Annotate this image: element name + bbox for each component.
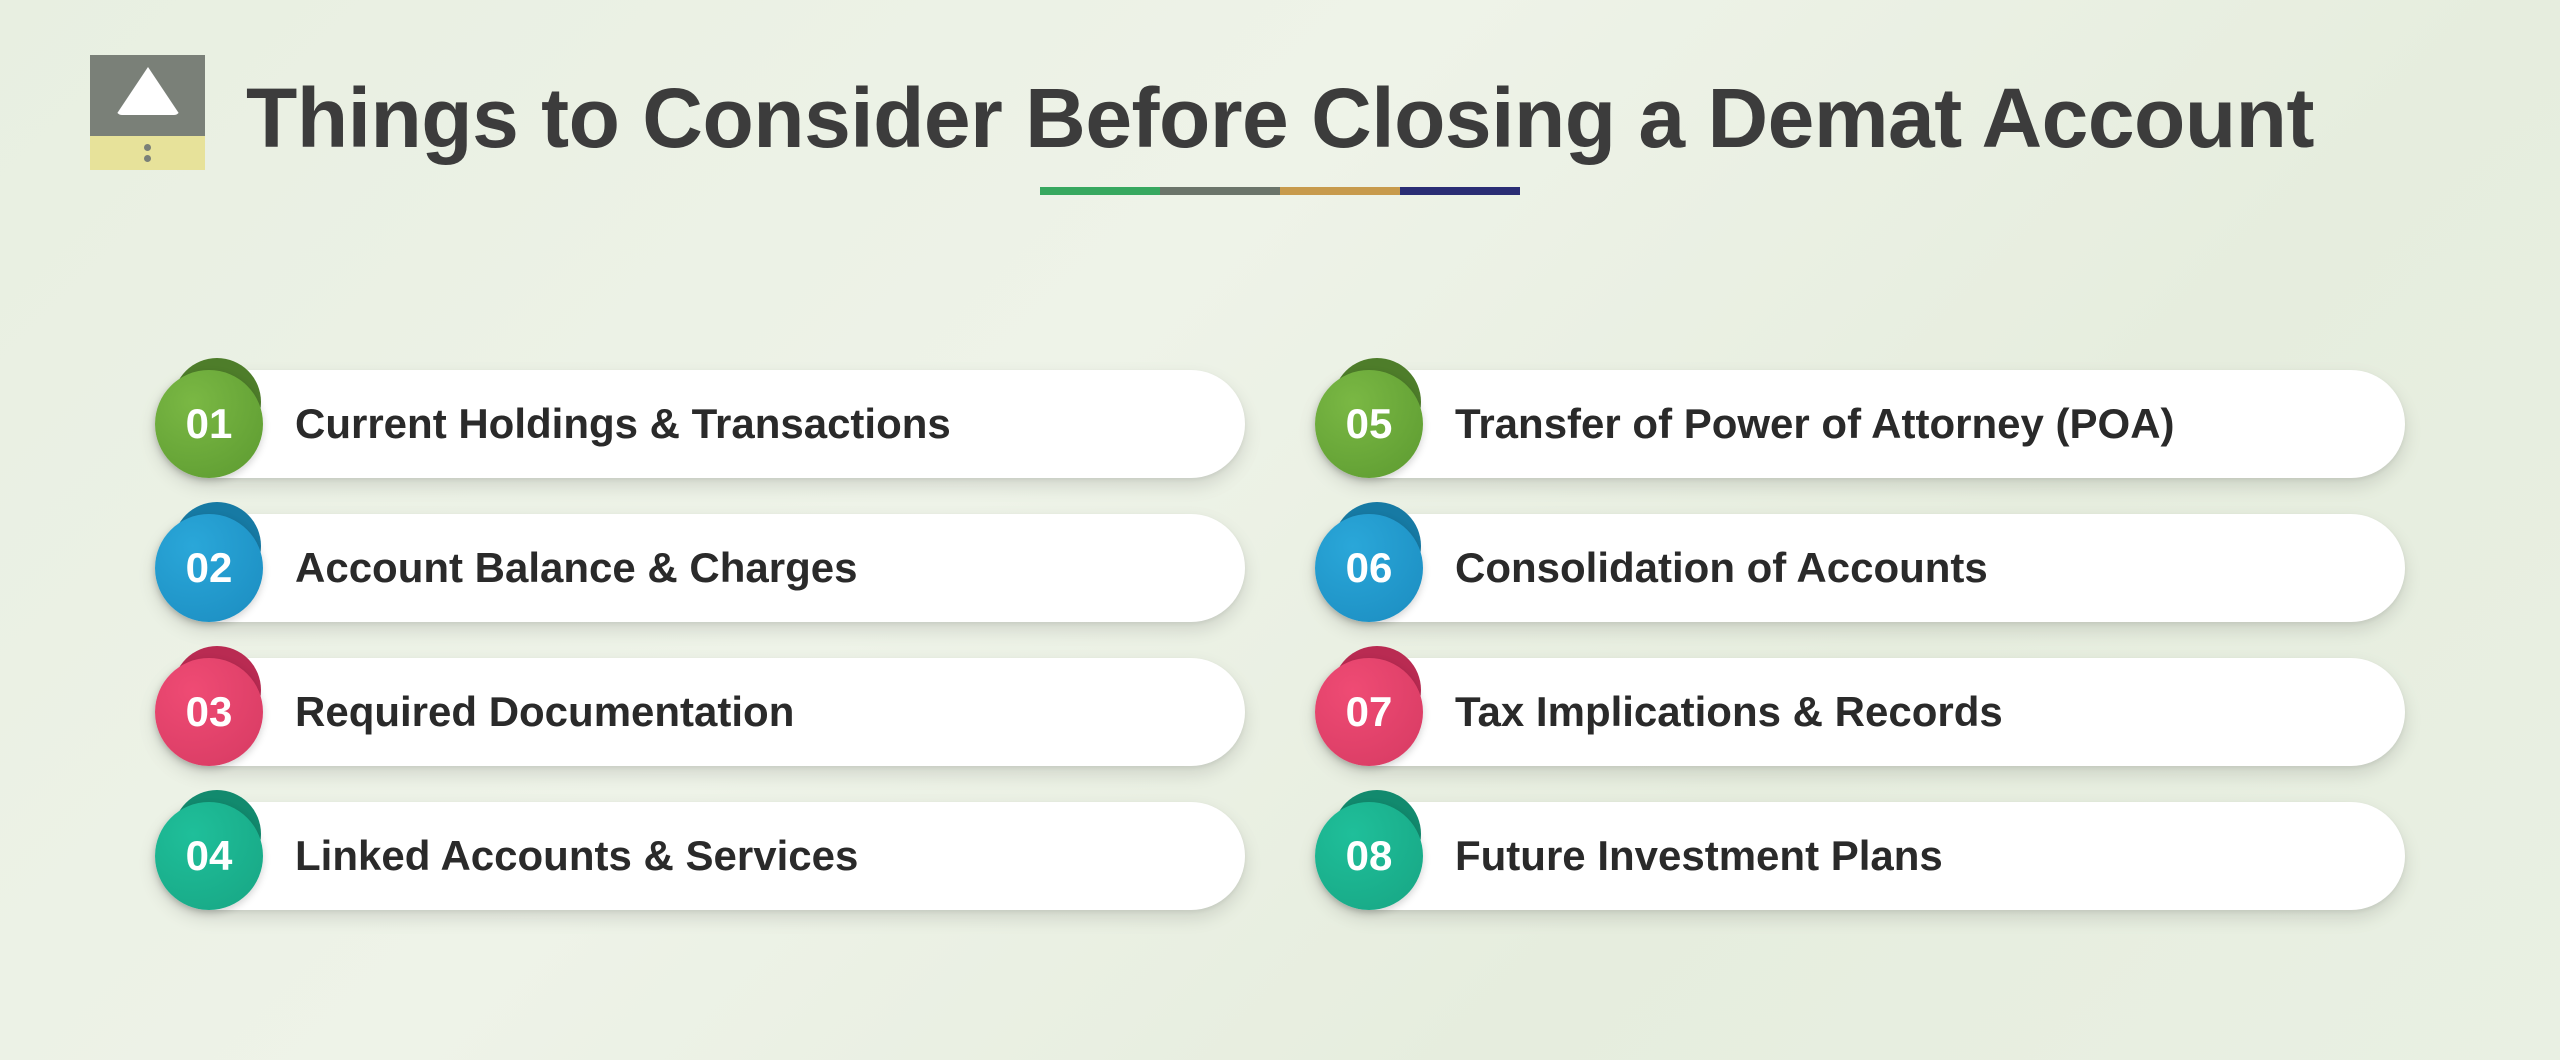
number-badge: 04	[155, 802, 263, 910]
number-badge: 03	[155, 658, 263, 766]
item-label: Future Investment Plans	[1455, 832, 1943, 880]
badge-wrap: 01	[155, 370, 263, 478]
list-item: 07 Tax Implications & Records	[1315, 658, 2405, 766]
item-label: Current Holdings & Transactions	[295, 400, 951, 448]
item-label: Linked Accounts & Services	[295, 832, 858, 880]
badge-wrap: 08	[1315, 802, 1423, 910]
badge-wrap: 05	[1315, 370, 1423, 478]
title-block: Things to Consider Before Closing a Dema…	[0, 70, 2560, 195]
list-item: 06 Consolidation of Accounts	[1315, 514, 2405, 622]
number-badge: 07	[1315, 658, 1423, 766]
column-right: 05 Transfer of Power of Attorney (POA) 06 C…	[1315, 370, 2405, 910]
number-badge: 08	[1315, 802, 1423, 910]
items-grid: 01 Current Holdings & Transactions 02 Accou…	[155, 370, 2405, 910]
number-badge: 02	[155, 514, 263, 622]
list-item: 05 Transfer of Power of Attorney (POA)	[1315, 370, 2405, 478]
badge-wrap: 07	[1315, 658, 1423, 766]
badge-wrap: 02	[155, 514, 263, 622]
underline-seg-4	[1400, 187, 1520, 195]
list-item: 03 Required Documentation	[155, 658, 1245, 766]
underline-seg-3	[1280, 187, 1400, 195]
number-badge: 06	[1315, 514, 1423, 622]
badge-wrap: 03	[155, 658, 263, 766]
number-badge: 01	[155, 370, 263, 478]
number-badge: 05	[1315, 370, 1423, 478]
list-item: 04 Linked Accounts & Services	[155, 802, 1245, 910]
item-label: Consolidation of Accounts	[1455, 544, 1988, 592]
title-underline	[1040, 187, 1520, 195]
badge-wrap: 06	[1315, 514, 1423, 622]
list-item: 08 Future Investment Plans	[1315, 802, 2405, 910]
item-label: Transfer of Power of Attorney (POA)	[1455, 400, 2175, 448]
underline-seg-2	[1160, 187, 1280, 195]
badge-wrap: 04	[155, 802, 263, 910]
page-title: Things to Consider Before Closing a Dema…	[0, 70, 2560, 167]
item-label: Tax Implications & Records	[1455, 688, 2003, 736]
column-left: 01 Current Holdings & Transactions 02 Accou…	[155, 370, 1245, 910]
item-label: Account Balance & Charges	[295, 544, 858, 592]
item-label: Required Documentation	[295, 688, 794, 736]
underline-seg-1	[1040, 187, 1160, 195]
list-item: 02 Account Balance & Charges	[155, 514, 1245, 622]
list-item: 01 Current Holdings & Transactions	[155, 370, 1245, 478]
